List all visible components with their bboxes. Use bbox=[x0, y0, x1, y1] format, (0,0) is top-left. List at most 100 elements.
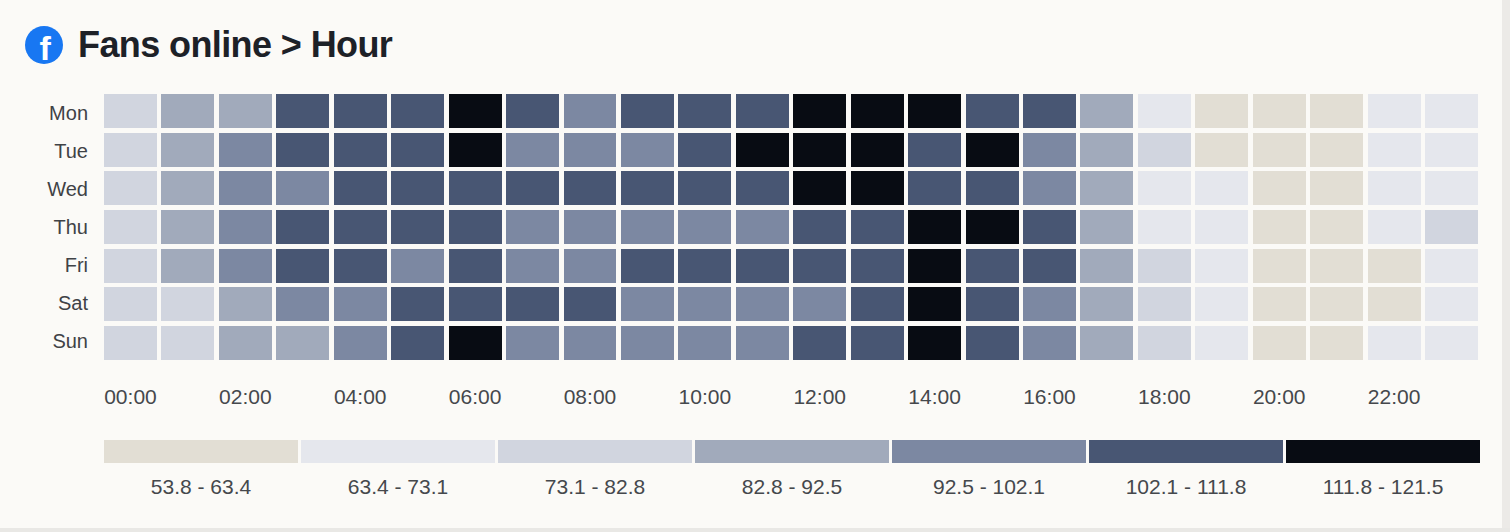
heatmap-cell[interactable] bbox=[1368, 94, 1421, 128]
heatmap-cell[interactable] bbox=[966, 249, 1019, 283]
heatmap-cell[interactable] bbox=[908, 287, 961, 321]
heatmap-cell[interactable] bbox=[1138, 249, 1191, 283]
heatmap-cell[interactable] bbox=[276, 171, 329, 205]
heatmap-cell[interactable] bbox=[1195, 287, 1248, 321]
heatmap-cell[interactable] bbox=[1023, 133, 1076, 167]
heatmap-cell[interactable] bbox=[276, 210, 329, 244]
heatmap-cell[interactable] bbox=[1310, 287, 1363, 321]
heatmap-cell[interactable] bbox=[564, 326, 617, 360]
heatmap-cell[interactable] bbox=[793, 326, 846, 360]
heatmap-cell[interactable] bbox=[391, 133, 444, 167]
heatmap-cell[interactable] bbox=[1368, 249, 1421, 283]
heatmap-cell[interactable] bbox=[851, 210, 904, 244]
heatmap-cell[interactable] bbox=[621, 326, 674, 360]
heatmap-cell[interactable] bbox=[104, 210, 157, 244]
heatmap-cell[interactable] bbox=[908, 249, 961, 283]
heatmap-cell[interactable] bbox=[621, 94, 674, 128]
heatmap-cell[interactable] bbox=[219, 210, 272, 244]
heatmap-cell[interactable] bbox=[334, 94, 387, 128]
heatmap-cell[interactable] bbox=[1310, 210, 1363, 244]
heatmap-cell[interactable] bbox=[966, 133, 1019, 167]
heatmap-cell[interactable] bbox=[1195, 210, 1248, 244]
heatmap-cell[interactable] bbox=[161, 287, 214, 321]
heatmap-cell[interactable] bbox=[966, 171, 1019, 205]
heatmap-cell[interactable] bbox=[621, 287, 674, 321]
heatmap-cell[interactable] bbox=[104, 94, 157, 128]
heatmap-cell[interactable] bbox=[161, 210, 214, 244]
heatmap-cell[interactable] bbox=[678, 171, 731, 205]
heatmap-cell[interactable] bbox=[334, 171, 387, 205]
heatmap-cell[interactable] bbox=[564, 133, 617, 167]
heatmap-cell[interactable] bbox=[104, 133, 157, 167]
heatmap-cell[interactable] bbox=[678, 94, 731, 128]
heatmap-cell[interactable] bbox=[1080, 326, 1133, 360]
heatmap-cell[interactable] bbox=[736, 210, 789, 244]
heatmap-cell[interactable] bbox=[851, 326, 904, 360]
heatmap-cell[interactable] bbox=[1023, 171, 1076, 205]
heatmap-cell[interactable] bbox=[391, 287, 444, 321]
heatmap-cell[interactable] bbox=[161, 249, 214, 283]
heatmap-cell[interactable] bbox=[1425, 133, 1478, 167]
heatmap-cell[interactable] bbox=[449, 326, 502, 360]
heatmap-cell[interactable] bbox=[1425, 249, 1478, 283]
heatmap-cell[interactable] bbox=[1368, 326, 1421, 360]
heatmap-cell[interactable] bbox=[1138, 94, 1191, 128]
heatmap-cell[interactable] bbox=[276, 94, 329, 128]
heatmap-cell[interactable] bbox=[851, 133, 904, 167]
heatmap-cell[interactable] bbox=[1368, 210, 1421, 244]
heatmap-cell[interactable] bbox=[276, 287, 329, 321]
heatmap-cell[interactable] bbox=[1023, 210, 1076, 244]
heatmap-cell[interactable] bbox=[334, 326, 387, 360]
heatmap-cell[interactable] bbox=[1080, 133, 1133, 167]
heatmap-cell[interactable] bbox=[966, 210, 1019, 244]
heatmap-cell[interactable] bbox=[564, 287, 617, 321]
heatmap-cell[interactable] bbox=[1023, 94, 1076, 128]
heatmap-cell[interactable] bbox=[966, 94, 1019, 128]
heatmap-cell[interactable] bbox=[161, 326, 214, 360]
heatmap-cell[interactable] bbox=[1425, 210, 1478, 244]
heatmap-cell[interactable] bbox=[219, 287, 272, 321]
heatmap-cell[interactable] bbox=[621, 133, 674, 167]
heatmap-cell[interactable] bbox=[966, 287, 1019, 321]
heatmap-cell[interactable] bbox=[506, 287, 559, 321]
heatmap-cell[interactable] bbox=[736, 94, 789, 128]
heatmap-cell[interactable] bbox=[391, 171, 444, 205]
heatmap-cell[interactable] bbox=[1310, 94, 1363, 128]
heatmap-cell[interactable] bbox=[334, 133, 387, 167]
heatmap-cell[interactable] bbox=[1195, 171, 1248, 205]
heatmap-cell[interactable] bbox=[1080, 94, 1133, 128]
heatmap-cell[interactable] bbox=[1425, 171, 1478, 205]
heatmap-cell[interactable] bbox=[564, 249, 617, 283]
heatmap-cell[interactable] bbox=[219, 249, 272, 283]
heatmap-cell[interactable] bbox=[1138, 133, 1191, 167]
heatmap-cell[interactable] bbox=[736, 249, 789, 283]
heatmap-cell[interactable] bbox=[851, 171, 904, 205]
heatmap-cell[interactable] bbox=[564, 171, 617, 205]
heatmap-cell[interactable] bbox=[793, 94, 846, 128]
heatmap-cell[interactable] bbox=[104, 249, 157, 283]
heatmap-cell[interactable] bbox=[793, 133, 846, 167]
heatmap-cell[interactable] bbox=[506, 326, 559, 360]
heatmap-cell[interactable] bbox=[506, 249, 559, 283]
heatmap-cell[interactable] bbox=[908, 171, 961, 205]
heatmap-cell[interactable] bbox=[449, 210, 502, 244]
heatmap-cell[interactable] bbox=[793, 287, 846, 321]
heatmap-cell[interactable] bbox=[506, 133, 559, 167]
heatmap-cell[interactable] bbox=[1368, 287, 1421, 321]
heatmap-cell[interactable] bbox=[1253, 171, 1306, 205]
heatmap-cell[interactable] bbox=[334, 249, 387, 283]
heatmap-cell[interactable] bbox=[793, 210, 846, 244]
heatmap-cell[interactable] bbox=[1253, 94, 1306, 128]
heatmap-cell[interactable] bbox=[1253, 249, 1306, 283]
heatmap-cell[interactable] bbox=[219, 133, 272, 167]
heatmap-cell[interactable] bbox=[1310, 326, 1363, 360]
heatmap-cell[interactable] bbox=[104, 326, 157, 360]
heatmap-cell[interactable] bbox=[161, 171, 214, 205]
heatmap-cell[interactable] bbox=[736, 171, 789, 205]
heatmap-cell[interactable] bbox=[449, 249, 502, 283]
heatmap-cell[interactable] bbox=[1023, 326, 1076, 360]
heatmap-cell[interactable] bbox=[1253, 287, 1306, 321]
heatmap-cell[interactable] bbox=[391, 94, 444, 128]
heatmap-cell[interactable] bbox=[621, 171, 674, 205]
heatmap-cell[interactable] bbox=[1253, 210, 1306, 244]
